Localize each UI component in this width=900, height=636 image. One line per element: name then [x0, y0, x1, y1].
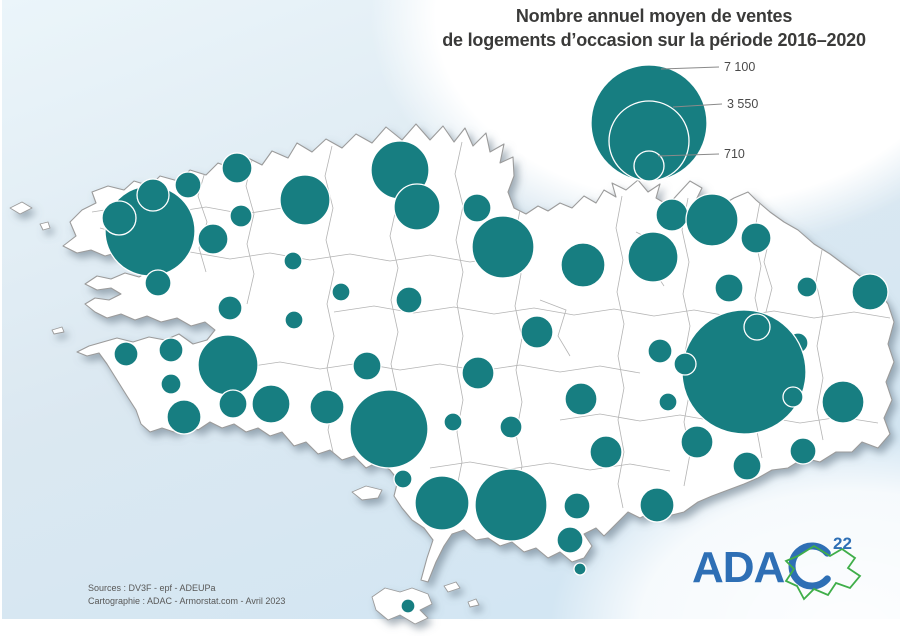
- sales-bubble: [395, 286, 423, 314]
- sales-bubble: [158, 337, 184, 363]
- sales-bubble: [796, 276, 818, 298]
- island-sein: [51, 326, 65, 335]
- legend-value-label: 3 550: [727, 97, 758, 111]
- sales-bubble: [685, 193, 739, 247]
- sales-bubble: [589, 435, 623, 469]
- sales-bubble: [393, 469, 413, 489]
- island-hoedic: [467, 598, 480, 608]
- sales-bubble: [113, 341, 139, 367]
- sales-bubble: [279, 174, 331, 226]
- legend-value-label: 7 100: [724, 60, 755, 74]
- source-credits-line2: Cartographie : ADAC - Armorstat.com - Av…: [88, 596, 285, 606]
- sales-bubble: [556, 526, 584, 554]
- department-22-outline-icon: [784, 544, 862, 601]
- sales-bubble: [197, 223, 229, 255]
- sales-bubble: [461, 356, 495, 390]
- sales-bubble: [499, 415, 523, 439]
- sales-bubble: [160, 373, 182, 395]
- sales-bubble: [564, 382, 598, 416]
- sales-bubble: [658, 392, 678, 412]
- sales-bubble: [732, 451, 762, 481]
- legend-leader-line: [657, 153, 720, 157]
- sales-bubble: [462, 193, 492, 223]
- sales-bubble: [221, 152, 253, 184]
- sales-bubbles-layer: [101, 140, 889, 614]
- sales-bubble: [680, 425, 714, 459]
- legend-value-label: 710: [724, 147, 745, 161]
- sales-bubble: [789, 437, 817, 465]
- logo-text: ADA: [692, 543, 785, 592]
- island-groix: [351, 485, 383, 501]
- sales-bubble: [197, 334, 259, 396]
- sales-bubble: [639, 487, 675, 523]
- sales-bubble: [573, 562, 587, 576]
- sales-bubble: [443, 412, 463, 432]
- legend-leader-line: [672, 103, 723, 108]
- sales-bubble: [471, 215, 535, 279]
- sales-bubble: [309, 389, 345, 425]
- sales-bubble: [393, 183, 441, 231]
- island-houat: [443, 581, 461, 593]
- sales-bubble: [144, 269, 172, 297]
- sales-bubble: [673, 352, 697, 376]
- adac-logo: ADA 22: [692, 534, 862, 601]
- sales-bubble: [740, 222, 772, 254]
- sales-bubble: [655, 198, 689, 232]
- sales-bubble: [166, 399, 202, 435]
- logo-number: 22: [833, 534, 852, 553]
- sales-bubble: [217, 295, 243, 321]
- sales-bubble: [101, 200, 137, 236]
- sales-bubble: [560, 242, 606, 288]
- sales-bubble: [714, 273, 744, 303]
- legend: 7 100 3 550 710: [590, 60, 758, 182]
- sales-bubble: [352, 351, 382, 381]
- sales-bubble: [349, 389, 429, 469]
- sales-bubble: [782, 386, 804, 408]
- map-title-line1: Nombre annuel moyen de ventes: [516, 6, 792, 26]
- legend-circle: [633, 150, 665, 182]
- sales-bubble: [647, 338, 673, 364]
- sales-bubble: [174, 171, 202, 199]
- legend-leader-line: [660, 66, 720, 70]
- sales-bubble: [229, 204, 253, 228]
- sales-bubble: [474, 468, 548, 542]
- sales-bubble: [331, 282, 351, 302]
- map-title-line2: de logements d’occasion sur la période 2…: [442, 30, 866, 50]
- sales-bubble: [284, 310, 304, 330]
- sales-bubble: [218, 389, 248, 419]
- island-molene: [39, 221, 51, 231]
- sales-bubble: [627, 231, 679, 283]
- sales-bubble: [821, 380, 865, 424]
- sales-bubble: [251, 384, 291, 424]
- sales-bubble: [520, 315, 554, 349]
- sales-bubble: [563, 492, 591, 520]
- sales-bubble: [283, 251, 303, 271]
- island-ouessant: [9, 201, 33, 215]
- sales-bubble: [851, 273, 889, 311]
- source-credits-line1: Sources : DV3F - epf - ADEUPa: [88, 583, 216, 593]
- sales-bubble: [414, 475, 470, 531]
- sales-bubble: [743, 313, 771, 341]
- legend-circles: [590, 64, 708, 182]
- sales-bubble: [400, 598, 416, 614]
- sales-bubble: [136, 178, 170, 212]
